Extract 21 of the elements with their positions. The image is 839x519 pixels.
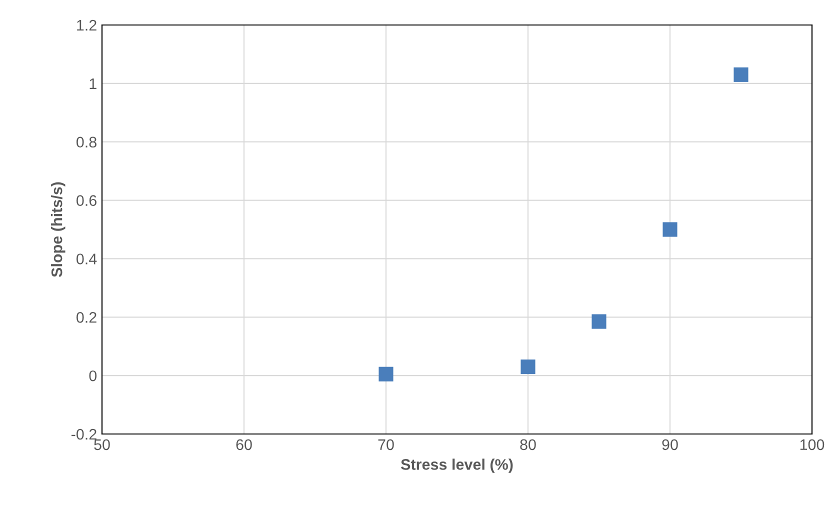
point xyxy=(520,360,536,374)
y-tick-label: 0.8 xyxy=(76,136,96,148)
x-tick-label: 70 xyxy=(378,439,394,450)
y-tick-label: 0.6 xyxy=(76,195,96,206)
point xyxy=(662,222,678,237)
point xyxy=(734,67,748,82)
y-tick-label: 0.2 xyxy=(76,312,96,323)
x-tick-label: 80 xyxy=(520,439,536,450)
x-tick-label: 50 xyxy=(94,439,110,450)
y-tick-label: 1 xyxy=(90,78,96,89)
point xyxy=(592,314,606,329)
point xyxy=(378,366,394,382)
y-axis-title: Slope (hits/s) xyxy=(51,182,66,278)
y-tick-label: 0 xyxy=(89,370,97,382)
x-axis-title: Stress level (%) xyxy=(400,458,513,473)
x-tick-label: 90 xyxy=(662,439,678,450)
x-tick-label: 60 xyxy=(236,439,252,450)
y-tick-label: -0.2 xyxy=(71,428,96,440)
y-tick-label: 1.2 xyxy=(77,20,96,31)
y-tick-label: 0.4 xyxy=(76,254,97,264)
x-tick-label: 100 xyxy=(800,439,824,450)
